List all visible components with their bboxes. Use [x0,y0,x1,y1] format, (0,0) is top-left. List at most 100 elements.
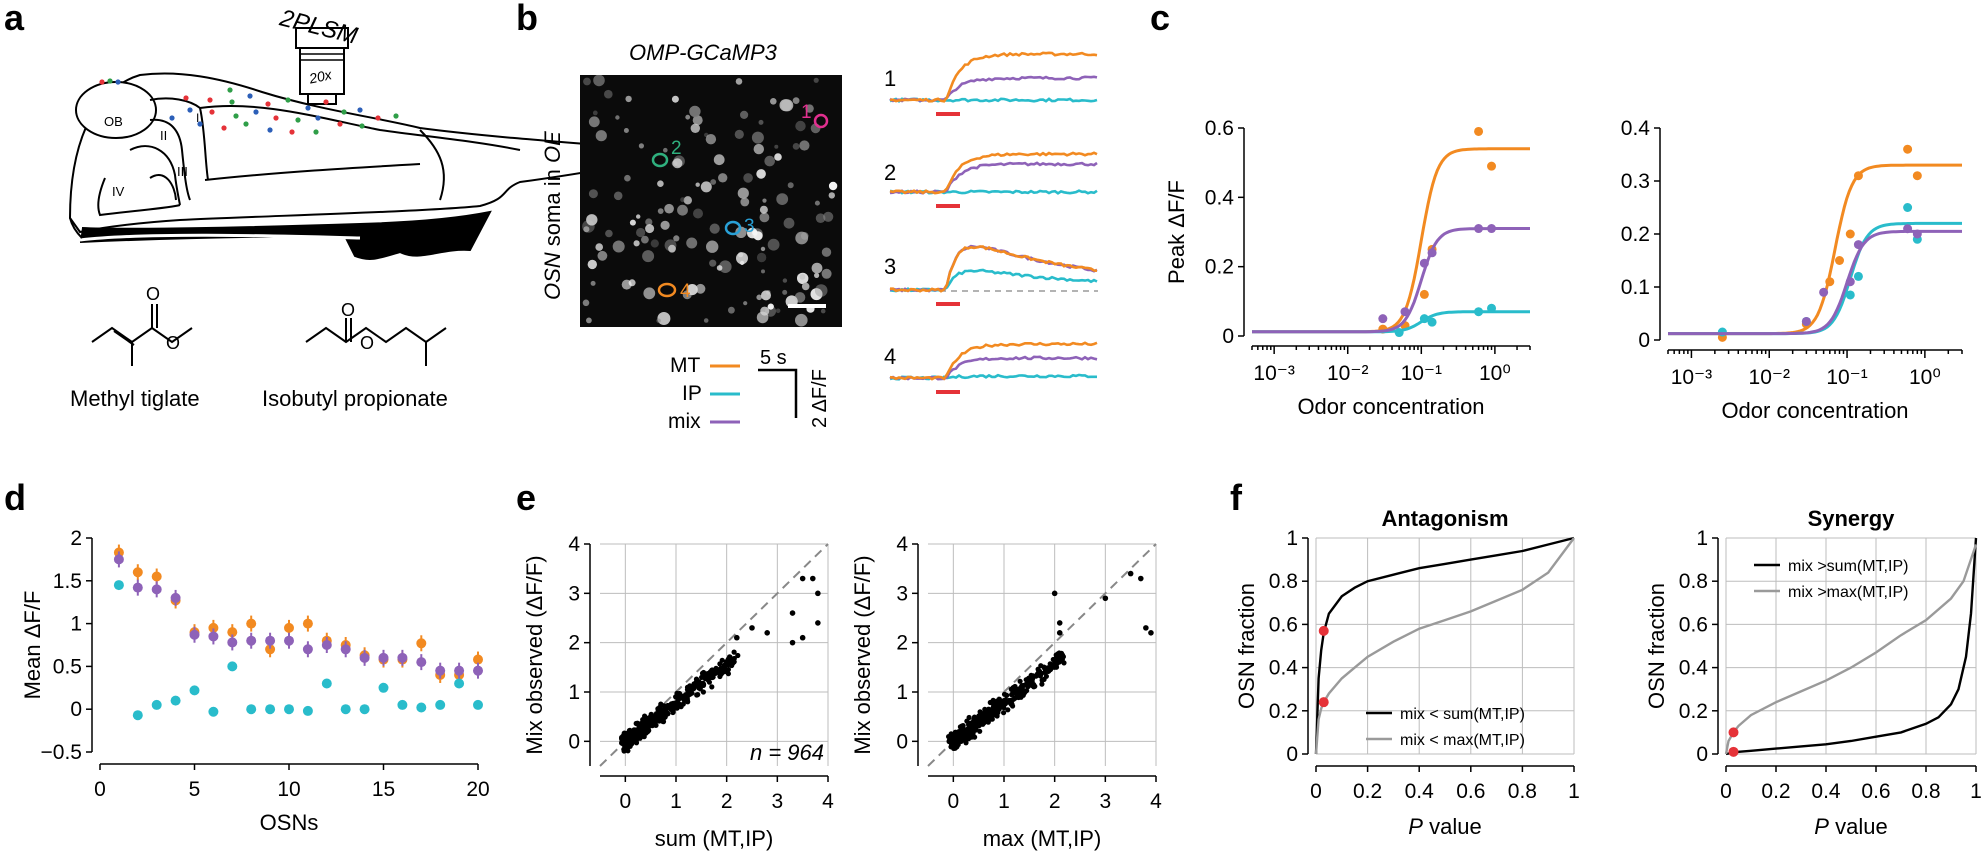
data-point-IP [359,704,370,715]
scatter-point [810,575,816,582]
soma-blob [664,203,674,214]
scatter-point [718,671,724,677]
scatter-point [717,661,723,667]
x-tick-label: 0.4 [1405,780,1435,803]
soma-blob [657,312,671,325]
isobutyl-propionate-structure [305,318,447,366]
data-point-IP [397,699,408,710]
data-point-mix [321,640,332,650]
soma-blob [776,193,789,206]
y-tick-label: 0.8 [1679,570,1708,593]
osn-dot [273,115,279,121]
osn-dot [169,115,175,121]
osn-dot [285,97,291,103]
scatter-point [1056,630,1063,636]
x-tick-label: 10⁻³ [1671,366,1712,389]
chart-title: Synergy [1808,506,1896,531]
soma-blob [713,154,725,166]
osn-dot [107,78,113,84]
data-point-mix [1474,224,1484,234]
y-axis-label: Mix observed (ΔF/F) [522,555,547,754]
soma-blob [753,143,764,155]
soma-blob [673,235,680,242]
scatter-point [687,683,693,690]
osn-dot [229,99,235,105]
y-axis-label: Mean ΔF/F [20,591,45,700]
osn-dot [341,109,347,115]
soma-blob [703,318,709,323]
soma-blob [656,318,661,323]
y-tick-label: 2 [896,632,908,655]
x-tick-label: 2 [721,790,733,813]
chart-f-right: 00 0.2 0.2 0.4 0.4 0.6 0.6 0.8 0.8 1 1 Synergy P val… [1644,506,1981,839]
cell-label-3: 3 [744,216,755,237]
data-point-IP [340,704,351,715]
legend-mt: MT [670,354,700,377]
panel-a: 2PLSM 20x OB I II III IV [68,4,663,411]
scatter-point [627,737,633,743]
scatter-point [1014,690,1020,696]
scatter-point [1025,683,1031,690]
soma-blob [657,180,664,187]
cell-label-4: 4 [680,281,691,302]
x-axis-label: OSNs [260,810,319,835]
data-point-mix [1427,248,1437,258]
trace-label-3: 3 [884,254,896,279]
data-point-IP [132,710,143,721]
scatter-point [749,625,755,631]
data-point-mix [265,635,276,646]
data-point-mix [113,554,124,565]
data-point-IP [227,661,238,672]
soma-blob [761,290,771,301]
x-tick-label: 0.2 [1761,780,1790,803]
soma-blob [770,98,777,105]
x-axis-label: P value [1408,814,1481,839]
x-tick-label: 10⁻² [1749,366,1790,389]
soma-blob [680,197,686,203]
microscope-icon [295,27,349,105]
scatter-point [815,620,821,626]
methyl-tiglate-structure [91,304,193,366]
osn-dot [247,93,253,99]
data-point-MT [1903,144,1913,154]
data-point-mix [302,644,313,655]
significance-marker [1318,625,1329,636]
scatter-point [1012,683,1018,690]
data-point-IP [1427,317,1437,327]
trace-mt [889,51,1098,103]
scatter-point [653,722,659,728]
soma-blob [734,129,744,139]
y-tick-label: 3 [896,582,908,605]
x-axis-label-rest: value [1829,814,1888,839]
y-tick-label: 4 [568,533,580,556]
trace-mix [889,244,1098,293]
soma-blob [615,115,620,120]
osn-dot [221,125,227,131]
y-tick-label: 1 [70,613,82,636]
y-tick-label: 0 [70,698,82,721]
osn-dot [233,113,239,119]
scatter-point [631,735,637,741]
scatter-point [789,610,796,616]
y-tick-label: 1 [896,681,908,704]
soma-blob [767,303,774,310]
scatter-point [1002,699,1008,705]
trace-label-2: 2 [884,160,896,185]
scatter-point [1009,692,1015,698]
soma-blob [820,308,826,314]
osn-dot [265,101,271,107]
data-point-MT [265,644,276,655]
x-axis-label: max (MT,IP) [983,826,1102,851]
soma-blob [710,179,717,185]
x-axis-label: Odor concentration [1721,398,1908,423]
soma-blob [595,243,603,251]
soma-blob [588,116,600,128]
soma-blob [801,282,810,291]
osn-dot [187,107,193,113]
soma-blob [828,181,838,191]
y-tick-label: 0.2 [1621,223,1650,246]
osn-dot [99,79,105,85]
x-axis-label: Odor concentration [1297,394,1484,419]
soma-blob [613,191,623,201]
methyl-tiglate-label: Methyl tiglate [70,386,200,411]
